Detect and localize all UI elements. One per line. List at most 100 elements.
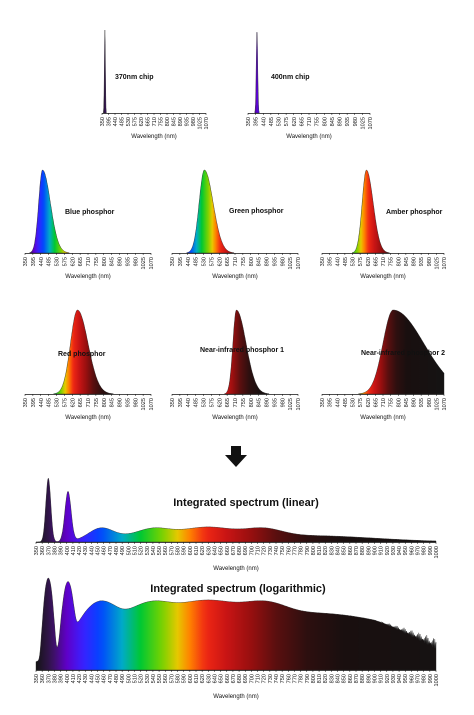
x-tick-label: 980 (422, 674, 428, 683)
x-tick-label: 430 (83, 546, 89, 555)
chart-title-nir1: Near-infrared phosphor 1 (200, 347, 284, 354)
x-tick-label: 580 (176, 674, 182, 683)
x-tick-label: 450 (96, 546, 102, 555)
spectrum-area-nir2 (358, 309, 445, 395)
x-tick-label: 360 (40, 674, 46, 683)
x-axis-label: Wavelength (nm) (286, 134, 331, 140)
x-tick-label: 550 (157, 674, 163, 683)
x-tick-label: 845 (110, 257, 116, 266)
x-tick-label: 950 (403, 546, 409, 555)
x-tick-label: 800 (249, 257, 255, 266)
x-tick-label: 980 (427, 398, 433, 407)
x-tick-label: 980 (422, 546, 428, 555)
x-tick-label: 710 (86, 257, 92, 266)
x-tick-label: 910 (379, 674, 385, 683)
x-tick-label: 845 (257, 398, 263, 407)
x-tick-label: 1000 (434, 546, 440, 558)
x-tick-label: 400 (65, 546, 71, 555)
x-tick-label: 770 (292, 546, 298, 555)
x-axis-label: Wavelength (nm) (212, 415, 257, 421)
x-tick-label: 665 (225, 398, 231, 407)
x-tick-label: 970 (416, 674, 422, 683)
x-tick-label: 570 (169, 674, 175, 683)
x-tick-label: 935 (345, 117, 351, 126)
x-tick-label: 620 (70, 257, 76, 266)
x-tick-label: 550 (157, 546, 163, 555)
x-tick-label: 575 (133, 117, 139, 126)
x-tick-label: 1070 (149, 257, 155, 269)
x-tick-label: 620 (139, 117, 145, 126)
x-tick-label: 720 (262, 546, 268, 555)
x-tick-label: 610 (194, 546, 200, 555)
x-tick-label: 530 (55, 398, 61, 407)
x-tick-label: 440 (39, 257, 45, 266)
x-tick-label: 700 (249, 674, 255, 683)
x-tick-label: 840 (336, 546, 342, 555)
x-tick-label: 730 (268, 546, 274, 555)
x-tick-label: 480 (114, 546, 120, 555)
x-tick-label: 510 (132, 674, 138, 683)
x-tick-label: 440 (335, 398, 341, 407)
x-tick-label: 485 (47, 257, 53, 266)
x-tick-label: 910 (379, 546, 385, 555)
x-tick-label: 440 (113, 117, 119, 126)
spectrum-area-linear (36, 477, 437, 543)
chart-title-linear: Integrated spectrum (linear) (173, 497, 319, 509)
x-tick-label: 800 (102, 257, 108, 266)
x-tick-label: 560 (163, 674, 169, 683)
chart-panel-linear: 350 360 370 380 390 400 410 420 430 440 450 460 470 4… (34, 477, 440, 572)
x-tick-label: 620 (366, 257, 372, 266)
x-tick-label: 440 (89, 674, 95, 683)
x-tick-label: 570 (169, 546, 175, 555)
x-tick-label: 620 (200, 674, 206, 683)
x-tick-label: 810 (317, 674, 323, 683)
x-tick-label: 575 (358, 257, 364, 266)
x-tick-label: 755 (389, 257, 395, 266)
x-tick-label: 870 (354, 674, 360, 683)
chart-panel-amber: 350 395 440 485 530 575 620 665 710 755 800 845 890 9… (320, 169, 448, 280)
x-tick-label: 890 (412, 257, 418, 266)
x-tick-label: 1070 (442, 398, 448, 410)
x-tick-label: 890 (366, 674, 372, 683)
x-tick-label: 755 (315, 117, 321, 126)
x-tick-label: 620 (217, 398, 223, 407)
x-tick-label: 1025 (288, 257, 294, 269)
x-tick-label: 485 (120, 117, 126, 126)
x-tick-label: 800 (311, 546, 317, 555)
x-tick-label: 980 (353, 117, 359, 126)
x-tick-label: 935 (125, 257, 131, 266)
x-tick-label: 575 (62, 257, 68, 266)
x-tick-label: 490 (120, 674, 126, 683)
x-tick-label: 530 (202, 257, 208, 266)
x-tick-label: 480 (114, 674, 120, 683)
x-tick-label: 890 (366, 546, 372, 555)
spectrum-area-red (53, 309, 114, 395)
x-tick-label: 500 (126, 546, 132, 555)
x-tick-label: 710 (86, 398, 92, 407)
x-tick-label: 350 (34, 674, 40, 683)
x-tick-label: 660 (225, 674, 231, 683)
x-tick-label: 890 (178, 117, 184, 126)
x-tick-label: 800 (396, 398, 402, 407)
x-tick-label: 860 (348, 546, 354, 555)
x-axis-label: Wavelength (nm) (65, 415, 110, 421)
x-tick-label: 710 (307, 117, 313, 126)
spectrum-area-nir1 (224, 309, 270, 395)
x-tick-label: 1070 (442, 257, 448, 269)
x-tick-label: 900 (372, 546, 378, 555)
x-tick-label: 710 (381, 398, 387, 407)
x-tick-label: 830 (329, 674, 335, 683)
x-tick-label: 690 (243, 674, 249, 683)
x-tick-label: 1025 (360, 117, 366, 129)
x-tick-label: 395 (31, 257, 37, 266)
x-tick-label: 970 (416, 546, 422, 555)
chart-panel-log: 350 360 370 380 390 400 410 420 430 440 450 460 470 4… (34, 577, 440, 700)
x-tick-label: 1070 (296, 257, 302, 269)
x-tick-label: 620 (70, 398, 76, 407)
x-tick-label: 980 (280, 257, 286, 266)
x-tick-label: 960 (409, 674, 415, 683)
x-tick-label: 845 (257, 257, 263, 266)
x-tick-label: 670 (231, 546, 237, 555)
x-tick-label: 350 (170, 257, 176, 266)
x-tick-label: 530 (202, 398, 208, 407)
